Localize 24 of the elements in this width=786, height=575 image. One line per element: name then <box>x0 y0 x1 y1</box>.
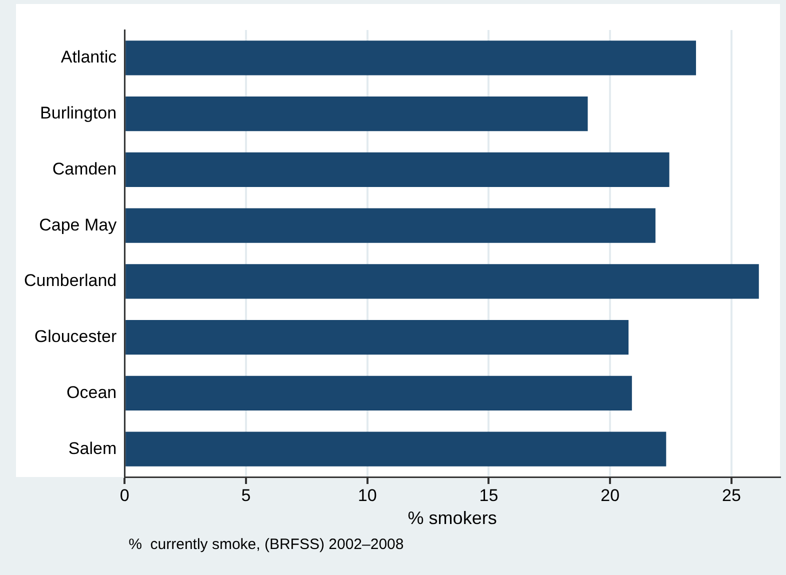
x-tick-label: 20 <box>600 486 620 505</box>
bar <box>126 320 629 355</box>
y-tick-label: Cumberland <box>24 271 117 290</box>
y-tick-label: Camden <box>52 159 117 178</box>
bar <box>126 432 666 466</box>
x-tick-label: 0 <box>120 486 130 505</box>
x-tick-label: 25 <box>722 486 741 505</box>
text: % currently smoke, (BRFSS) 2002–2008 <box>128 536 404 554</box>
y-tick-label: Ocean <box>66 382 117 402</box>
y-tick-label: Salem <box>68 438 117 458</box>
x-tick-label: 10 <box>358 486 377 505</box>
bar <box>126 208 656 243</box>
y-tick-label: Cape May <box>39 215 118 234</box>
x-tick-label: 5 <box>241 486 251 505</box>
x-tick-label: 15 <box>479 486 498 505</box>
y-tick-label: Burlington <box>40 104 117 122</box>
bar <box>126 40 696 76</box>
bar <box>126 264 759 299</box>
y-tick-label: Atlantic <box>60 48 118 67</box>
bar <box>126 152 670 188</box>
bar <box>126 376 632 411</box>
bar <box>126 96 588 132</box>
y-tick-label: Gloucester <box>34 327 117 346</box>
x-axis-title: % smokers <box>408 508 497 528</box>
